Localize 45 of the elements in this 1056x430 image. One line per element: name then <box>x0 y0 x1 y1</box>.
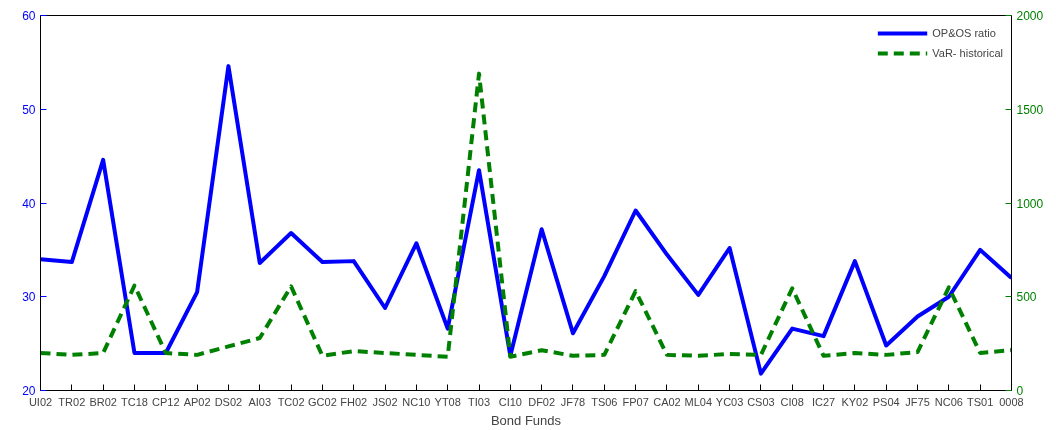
x-tick-label: TC02 <box>277 395 305 408</box>
x-tick-label: AP02 <box>183 395 211 408</box>
x-tick-label: TR02 <box>58 395 86 408</box>
x-tick-label: TS06 <box>591 395 618 408</box>
y-tick-label: 50 <box>22 102 36 117</box>
x-tick-label: DS02 <box>214 395 243 408</box>
y2-tick-label: 0 <box>1016 384 1024 398</box>
x-tick-label: ML04 <box>684 395 713 408</box>
x-tick-label: TC18 <box>121 395 148 408</box>
x-tick-label: BR02 <box>89 395 117 408</box>
x-tick-label: JF78 <box>560 395 586 408</box>
x-tick-label: JF75 <box>905 395 930 408</box>
x-tick-label: YT08 <box>434 395 461 408</box>
y2-tick-label: 500 <box>1016 290 1037 305</box>
x-tick-label: CI08 <box>780 395 804 408</box>
x-tick-label: CI10 <box>498 395 522 408</box>
x-tick-label: CP12 <box>152 395 180 408</box>
y2-tick-label: 2000 <box>1016 9 1044 23</box>
x-tick-label: TI03 <box>468 395 491 408</box>
legend-label: OP&OS ratio <box>932 27 996 39</box>
x-tick-label: FH02 <box>340 395 368 408</box>
x-tick-label: KY02 <box>841 395 869 408</box>
y-tick-label: 40 <box>22 196 36 211</box>
x-tick-label: TS01 <box>967 395 994 408</box>
x-tick-label: NC06 <box>934 395 963 408</box>
x-tick-label: GC02 <box>308 395 337 408</box>
x-tick-label: DF02 <box>528 395 556 408</box>
y2-tick-label: 1000 <box>1016 196 1044 211</box>
x-tick-label: 0008 <box>999 395 1024 408</box>
x-tick-label: YC03 <box>715 395 744 408</box>
x-tick-label: JS02 <box>372 395 398 408</box>
legend-label: VaR- historical <box>932 47 1003 59</box>
x-tick-label: AI03 <box>248 395 272 408</box>
y2-tick-label: 1500 <box>1016 102 1044 117</box>
x-tick-label: CS03 <box>747 395 775 408</box>
x-axis-title: Bond Funds <box>490 412 562 428</box>
x-tick-label: FP07 <box>622 395 649 408</box>
y-tick-label: 30 <box>22 290 36 305</box>
x-tick-label: NC10 <box>402 395 431 408</box>
y-tick-label: 60 <box>22 9 36 23</box>
y-tick-label: 20 <box>22 384 36 398</box>
x-tick-label: UI02 <box>28 395 53 408</box>
x-tick-label: PS04 <box>872 395 900 408</box>
x-tick-label: IC27 <box>811 395 836 408</box>
x-tick-label: CA02 <box>653 395 681 408</box>
